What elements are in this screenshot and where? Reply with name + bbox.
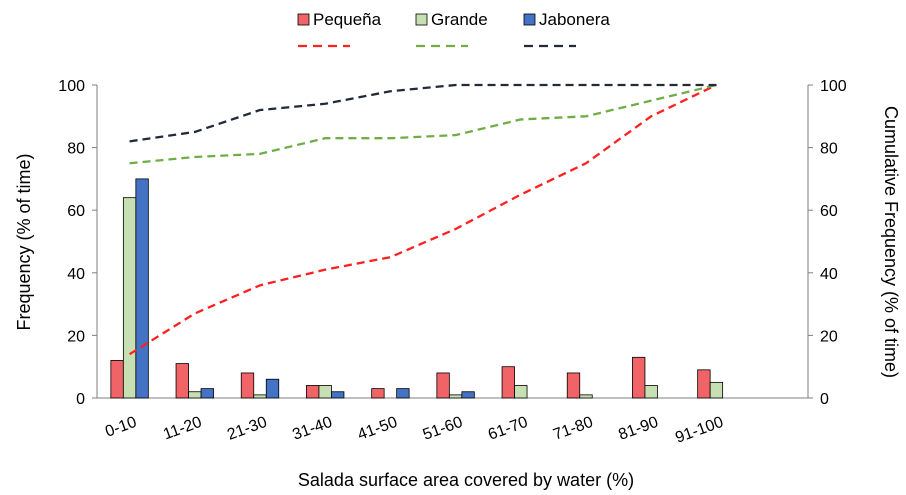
bar-jabonera-0-10	[135, 178, 149, 399]
bar-pequea-41-50	[371, 388, 385, 399]
x-tick-label: 61-70	[486, 414, 530, 444]
x-tick-label: 11-20	[161, 414, 204, 444]
bar-pequea-0-10	[110, 360, 124, 399]
x-tick-label: 71-80	[551, 414, 595, 444]
bar-jabonera-51-60	[461, 391, 475, 399]
y-tick-label: 20	[67, 328, 85, 345]
y2-tick-label: 100	[820, 78, 847, 95]
bar-pequea-81-90	[632, 356, 646, 399]
legend-label: Grande	[431, 10, 488, 29]
cumulative-line-1	[128, 83, 717, 356]
legend: Pequeña Grande Jabonera	[297, 10, 610, 48]
y-tick-label: 0	[76, 391, 85, 408]
x-tick-label: 41-50	[355, 414, 399, 444]
bar-pequea-11-20	[175, 363, 189, 399]
y-tick-label: 100	[58, 78, 85, 95]
bar-grande-51-60	[448, 394, 463, 399]
y2-tick-label: 80	[820, 141, 838, 158]
bar-grande-91-100	[709, 381, 724, 399]
bar-pequea-61-70	[501, 366, 515, 399]
bar-pequea-51-60	[436, 372, 450, 399]
bar-grande-81-90	[644, 385, 658, 399]
bar-jabonera-11-20	[200, 388, 214, 399]
axes	[92, 84, 813, 399]
y2-tick-label: 20	[820, 328, 838, 345]
legend-swatch	[297, 13, 310, 26]
y2-axis-title: Cumulative Frequency (% of time)	[881, 106, 901, 378]
cumulative-line-2	[129, 83, 717, 165]
x-tick-label: 91-100	[673, 414, 726, 447]
x-tick-label: 81-90	[616, 414, 660, 444]
y-axis-title: Frequency (% of time)	[14, 153, 34, 330]
bars	[110, 178, 724, 399]
x-axis-title: Salada surface area covered by water (%)	[298, 470, 634, 490]
y2-tick-label: 60	[820, 203, 838, 220]
bar-grande-11-20	[188, 391, 202, 399]
x-tick-label: 51-60	[421, 414, 465, 444]
bar-jabonera-41-50	[396, 388, 410, 399]
y-tick-label: 60	[67, 203, 85, 220]
y-tick-label: 80	[67, 141, 85, 158]
y2-tick-label: 0	[820, 391, 829, 408]
x-tick-label: 0-10	[103, 414, 139, 441]
x-tick-label: 21-30	[225, 414, 269, 444]
bar-jabonera-31-40	[331, 391, 345, 399]
bar-grande-31-40	[318, 385, 332, 399]
bar-grande-0-10	[122, 197, 137, 399]
bar-grande-21-30	[253, 394, 267, 399]
legend-swatch	[523, 13, 536, 26]
bar-pequea-31-40	[306, 385, 320, 399]
bar-grande-61-70	[514, 385, 528, 399]
legend-swatch	[415, 13, 428, 26]
cumulative-lines	[128, 83, 717, 356]
bar-pequea-21-30	[240, 372, 255, 399]
bar-jabonera-21-30	[265, 378, 280, 399]
legend-label: Pequeña	[313, 10, 382, 29]
legend-label: Jabonera	[539, 10, 610, 29]
y-tick-label: 40	[67, 266, 85, 283]
cumulative-line-3	[129, 83, 717, 143]
bar-pequea-71-80	[566, 372, 581, 399]
x-tick-label: 31-40	[290, 414, 334, 444]
bar-grande-71-80	[579, 394, 593, 399]
y2-tick-label: 40	[820, 266, 838, 283]
bar-pequea-91-100	[697, 369, 711, 399]
